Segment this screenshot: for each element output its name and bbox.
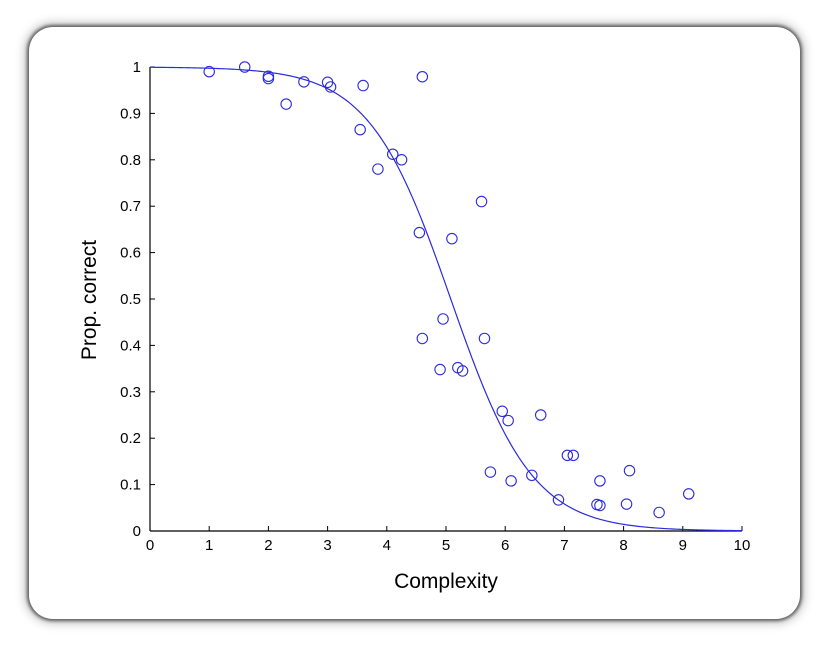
y-tick-label: 0.4: [120, 337, 141, 354]
data-point: [475, 195, 488, 208]
data-point: [437, 313, 449, 325]
data-point: [354, 123, 366, 136]
fit-curve: [149, 66, 743, 532]
axes: [149, 67, 742, 532]
y-tick-label: 0.8: [120, 152, 141, 169]
data-point: [484, 466, 497, 478]
x-axis-title: Complexity: [394, 570, 498, 593]
y-tick-label: 0.9: [120, 105, 141, 122]
data-point: [552, 494, 565, 506]
data-point: [594, 475, 606, 487]
chart-card: [29, 27, 800, 619]
data-point: [567, 449, 580, 462]
data-point: [456, 365, 469, 377]
y-tick-label: 0: [133, 523, 141, 540]
data-point: [324, 81, 337, 93]
data-points: [203, 61, 695, 519]
y-tick-label: 0.3: [120, 384, 141, 401]
data-point: [446, 232, 458, 245]
data-point: [372, 163, 384, 175]
y-tick-label: 1: [133, 59, 141, 76]
x-tick-label: 6: [501, 537, 509, 554]
x-tick-label: 3: [323, 537, 331, 554]
data-point: [534, 409, 547, 421]
data-point: [496, 405, 508, 418]
x-tick-label: 10: [734, 537, 751, 554]
data-point: [416, 332, 429, 345]
data-point: [357, 79, 369, 92]
data-point: [653, 506, 665, 519]
data-point: [623, 464, 636, 477]
data-point: [620, 498, 633, 510]
data-point: [298, 76, 310, 88]
data-point: [502, 414, 514, 427]
x-tick-label: 5: [442, 537, 450, 554]
data-point: [478, 332, 491, 345]
y-tick-label: 0.1: [120, 477, 141, 494]
x-axis-ticks: 0 1 2 3 4 5 6 7 8 9 10: [146, 526, 751, 554]
data-point: [280, 98, 292, 110]
y-axis-title: Prop. correct: [78, 240, 101, 360]
data-point: [505, 475, 517, 487]
data-point: [238, 61, 251, 73]
y-tick-label: 0.2: [120, 430, 141, 447]
x-tick-label: 1: [205, 537, 213, 554]
data-point: [262, 72, 275, 85]
data-point: [434, 363, 446, 376]
data-point: [203, 65, 215, 78]
data-point: [413, 226, 426, 239]
y-axis-ticks: 0 0.1 0.2 0.3 0.4 0.5 0.6 0.7 0.8 0.9 1: [120, 59, 155, 540]
data-point: [526, 469, 538, 482]
data-point: [395, 154, 408, 166]
data-point: [386, 148, 399, 160]
x-tick-label: 2: [264, 537, 272, 554]
x-tick-label: 7: [560, 537, 568, 554]
y-tick-label: 0.6: [120, 245, 141, 262]
x-tick-label: 9: [679, 537, 687, 554]
data-point: [561, 449, 574, 462]
y-tick-label: 0.7: [120, 198, 141, 215]
data-point: [416, 70, 429, 83]
data-point: [594, 499, 606, 512]
data-point: [682, 488, 695, 500]
x-tick-label: 0: [146, 537, 154, 554]
x-tick-label: 4: [383, 537, 391, 554]
y-tick-label: 0.5: [120, 291, 141, 308]
x-tick-label: 8: [619, 537, 627, 554]
